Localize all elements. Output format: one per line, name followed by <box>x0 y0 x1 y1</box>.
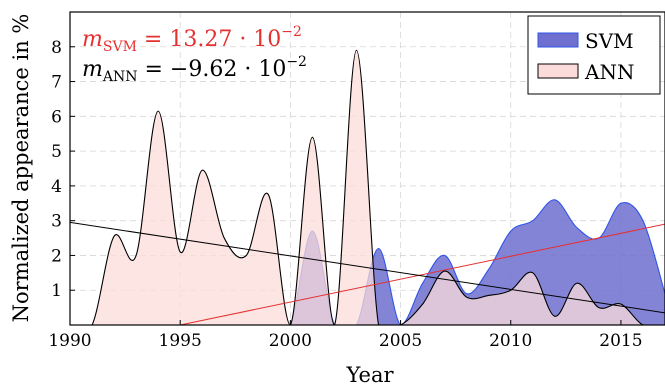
trend-line-ann <box>70 221 665 314</box>
y-tick-label: 1 <box>51 281 62 301</box>
y-tick-label: 7 <box>51 73 62 93</box>
y-axis-title: Normalized appearance in % <box>9 14 33 323</box>
line-ann <box>70 49 665 325</box>
ann-slope-exp: −2 <box>286 54 307 70</box>
ann-slope-m: m <box>82 57 103 82</box>
x-tick-label: 2005 <box>379 331 422 351</box>
y-tick-label: 6 <box>51 107 62 127</box>
x-axis-title: Year <box>345 363 394 386</box>
area-ann <box>70 50 665 325</box>
trend-lines <box>70 221 665 325</box>
svm-slope-value: = 13.27 · 10 <box>137 27 281 52</box>
y-tick-label: 2 <box>51 246 62 266</box>
legend: SVM ANN <box>527 15 661 95</box>
legend-label-ann: ANN <box>584 60 634 84</box>
y-tick-label: 5 <box>51 142 62 162</box>
svm-slope-m: m <box>82 27 103 52</box>
svm-slope-exp: −2 <box>281 24 302 40</box>
x-tick-label: 2010 <box>489 331 532 351</box>
y-tick-label: 8 <box>51 38 62 58</box>
legend-swatch-ann <box>537 63 579 79</box>
y-tick-label: 4 <box>51 177 62 197</box>
x-tick-label: 1990 <box>48 331 91 351</box>
x-tick-label: 1995 <box>159 331 202 351</box>
plot-frame <box>69 11 665 326</box>
legend-box <box>527 15 661 95</box>
x-tick-label: 2015 <box>599 331 642 351</box>
legend-label-svm: SVM <box>585 29 634 53</box>
trend-line-svm <box>180 223 665 325</box>
y-tick-label: 3 <box>51 212 62 232</box>
ann-slope-annotation: mANN = −9.62 · 10−2 <box>82 54 307 85</box>
x-tick-label: 2000 <box>269 331 312 351</box>
svm-slope-sub: SVM <box>103 39 137 55</box>
svm-slope-annotation: mSVM = 13.27 · 10−2 <box>82 24 302 55</box>
ann-slope-sub: ANN <box>102 69 138 85</box>
series-areas <box>70 49 665 325</box>
axis-ticks: 1990 1995 2000 2005 2010 2015 1 2 3 4 5 6 7 8 <box>48 38 642 351</box>
legend-swatch-svm <box>537 32 579 48</box>
ann-slope-value: = −9.62 · 10 <box>138 57 287 82</box>
